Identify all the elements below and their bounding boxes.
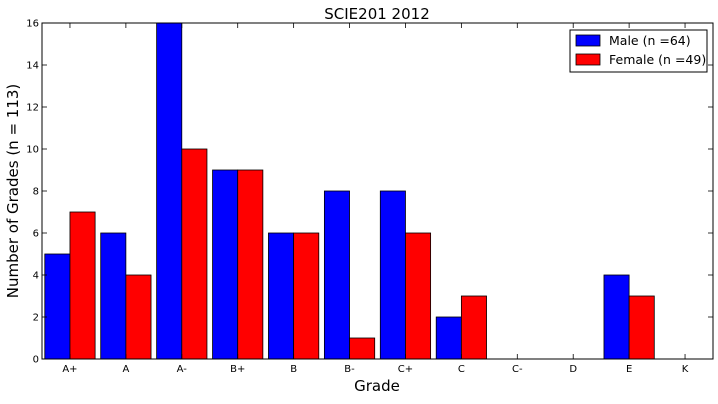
x-tick-label-2: A- (177, 364, 188, 375)
bar-female-4 (293, 232, 320, 360)
y-axis-label: Number of Grades (n = 113) (4, 84, 22, 299)
chart-title: SCIE201 2012 (324, 5, 429, 23)
x-tick-label-3: B+ (230, 364, 245, 375)
y-tick-label-6: 6 (33, 229, 39, 240)
bar-female-10 (628, 295, 655, 360)
bar-male-1 (100, 232, 127, 360)
legend-label-male: Male (n =64) (609, 33, 691, 48)
bar-male-5 (323, 190, 350, 360)
x-tick-label-8: C- (512, 364, 523, 375)
bar-female-6 (405, 232, 432, 360)
x-tick-label-6: C+ (398, 364, 413, 375)
x-tick-label-4: B (290, 364, 297, 375)
y-tick-label-0: 0 (33, 355, 39, 366)
bar-female-3 (237, 169, 264, 360)
x-tick-label-1: A (122, 364, 129, 375)
bar-female-0 (69, 211, 96, 360)
x-tick-label-11: K (682, 364, 689, 375)
bar-male-3 (212, 169, 239, 360)
legend-swatch-male (575, 34, 601, 47)
bar-female-1 (125, 274, 152, 360)
y-tick-label-10: 10 (26, 145, 39, 156)
x-tick-label-7: C (458, 364, 465, 375)
bar-male-4 (268, 232, 295, 360)
x-tick-label-9: D (569, 364, 577, 375)
y-tick-label-14: 14 (26, 61, 39, 72)
bar-male-0 (44, 253, 71, 360)
legend-label-female: Female (n =49) (609, 52, 706, 67)
bar-female-5 (349, 337, 376, 360)
bar-male-10 (603, 274, 630, 360)
y-tick-label-8: 8 (33, 187, 39, 198)
bar-female-7 (460, 295, 487, 360)
y-tick-label-4: 4 (33, 271, 39, 282)
x-axis-label: Grade (354, 377, 400, 395)
bar-male-2 (156, 22, 183, 360)
y-axis-ticks: 0 2 4 6 8 10 12 14 16 (26, 19, 713, 366)
bars-group (44, 22, 655, 360)
bar-female-2 (181, 148, 208, 360)
bar-male-6 (379, 190, 406, 360)
legend-swatch-female (575, 53, 601, 66)
y-tick-label-12: 12 (26, 103, 39, 114)
y-tick-label-16: 16 (26, 19, 39, 30)
x-tick-label-10: E (626, 364, 632, 375)
x-axis-ticks: A+ A A- B+ B B- C+ C C- D E K (62, 23, 689, 375)
y-tick-label-2: 2 (33, 313, 39, 324)
x-tick-label-5: B- (344, 364, 355, 375)
legend: Male (n =64) Female (n =49) (569, 29, 708, 73)
x-tick-label-0: A+ (62, 364, 77, 375)
bar-male-7 (435, 316, 462, 360)
